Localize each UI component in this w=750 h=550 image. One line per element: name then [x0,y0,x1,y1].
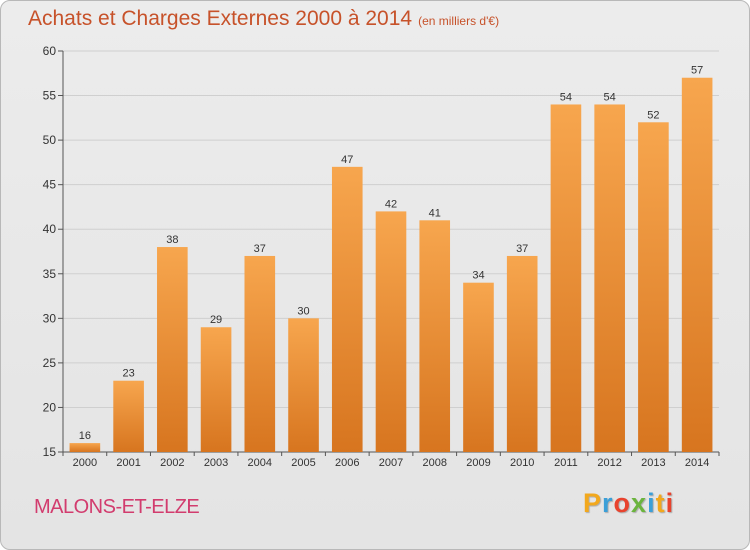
bar-2003 [200,327,232,452]
data-label: 42 [385,198,397,210]
bar-2000 [69,443,101,452]
data-label: 23 [122,368,134,380]
proxiti-logo: Proxiti [583,488,674,519]
bar-2007 [375,211,407,452]
data-label: 52 [647,109,659,121]
xtick-label: 2003 [204,457,228,469]
data-label: 47 [341,154,353,166]
xtick-label: 2001 [116,457,140,469]
label-layer: 2000 16 2001 23 2002 38 2003 29 2004 37 2005 30 2006… [73,65,710,469]
logo-letter: i [665,488,675,518]
logo-letter: r [602,488,614,518]
data-label: 57 [691,65,703,77]
data-label: 41 [429,207,441,219]
chart-subtitle: (en milliers d'€) [418,14,500,28]
xtick-label: 2012 [597,457,621,469]
ytick-label: 20 [43,400,57,414]
xtick-label: 2010 [510,457,534,469]
bar-2001 [113,380,144,452]
ytick-label: 15 [43,445,57,459]
bar-2009 [463,282,494,452]
bar-2011 [550,104,582,452]
bar-2006 [331,166,363,452]
data-label: 54 [604,91,616,103]
ytick-label: 50 [43,133,57,147]
logo-letter: o [613,488,632,518]
bar-2014 [681,77,713,452]
xtick-label: 2011 [554,457,578,469]
ytick-label: 55 [43,89,57,103]
data-label: 30 [297,305,309,317]
xtick-label: 2008 [422,457,446,469]
bar-2004 [244,255,276,452]
data-label: 34 [472,270,484,282]
data-label: 37 [516,243,528,255]
ytick-label: 40 [43,222,57,236]
xtick-label: 2002 [160,457,184,469]
ytick-label: 45 [43,178,57,192]
ytick-label: 60 [43,44,57,58]
data-label: 29 [210,314,222,326]
logo-letter: x [631,488,648,518]
bar-2008 [419,220,451,452]
xtick-label: 2014 [685,457,709,469]
xtick-label: 2007 [379,457,403,469]
xtick-label: 2000 [73,457,97,469]
bar-2013 [638,122,669,453]
data-label: 54 [560,91,572,103]
bar-2002 [157,247,188,452]
commune-name: MALONS-ET-ELZE [34,496,200,518]
bar-2005 [288,318,319,452]
chart-title-text: Achats et Charges Externes 2000 à 2014 [28,7,413,30]
logo-letter: i [647,488,656,518]
data-label: 16 [79,430,91,442]
bar-2012 [594,104,625,452]
data-label: 37 [254,243,266,255]
ytick-label: 30 [43,311,57,325]
bar-layer [69,77,713,453]
xtick-label: 2004 [248,457,272,469]
logo-letter: P [583,488,603,518]
bar-2010 [506,255,538,452]
chart-title: Achats et Charges Externes 2000 à 2014 (e… [28,7,499,31]
xtick-label: 2013 [641,457,665,469]
logo-letter: t [655,488,666,518]
ytick-label: 35 [43,267,57,281]
xtick-label: 2009 [466,457,490,469]
ytick-label: 25 [43,356,57,370]
data-label: 38 [166,234,178,246]
xtick-label: 2005 [291,457,315,469]
xtick-label: 2006 [335,457,359,469]
